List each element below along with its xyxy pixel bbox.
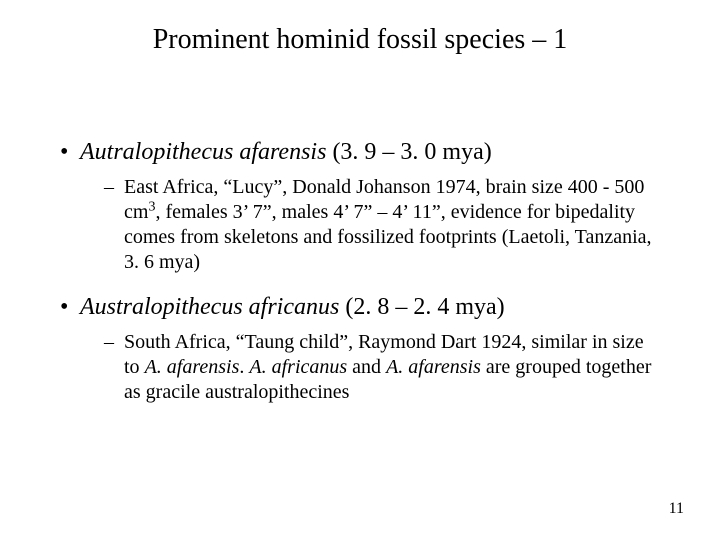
species-ref: A. afarensis [386, 356, 481, 378]
bullet-level1: Autralopithecus afarensis (3. 9 – 3. 0 m… [60, 138, 660, 167]
detail-text: and [347, 356, 386, 378]
detail-text: . [239, 356, 249, 378]
page-number: 11 [669, 500, 684, 518]
bullet-level1: Australopithecus africanus (2. 8 – 2. 4 … [60, 293, 660, 322]
slide-body: Autralopithecus afarensis (3. 9 – 3. 0 m… [60, 138, 660, 423]
date-range: (3. 9 – 3. 0 mya) [326, 139, 491, 165]
species-ref: A. africanus [249, 356, 347, 378]
slide-title: Prominent hominid fossil species – 1 [0, 24, 720, 56]
date-range: (2. 8 – 2. 4 mya) [339, 294, 504, 320]
species-ref: A. afarensis [145, 356, 240, 378]
slide: Prominent hominid fossil species – 1 Aut… [0, 0, 720, 540]
bullet-level2: East Africa, “Lucy”, Donald Johanson 197… [60, 175, 660, 275]
species-name: Autralopithecus afarensis [80, 139, 326, 165]
species-name: Australopithecus africanus [80, 294, 339, 320]
detail-text: , females 3’ 7”, males 4’ 7” – 4’ 11”, e… [124, 201, 652, 273]
bullet-level2: South Africa, “Taung child”, Raymond Dar… [60, 330, 660, 405]
